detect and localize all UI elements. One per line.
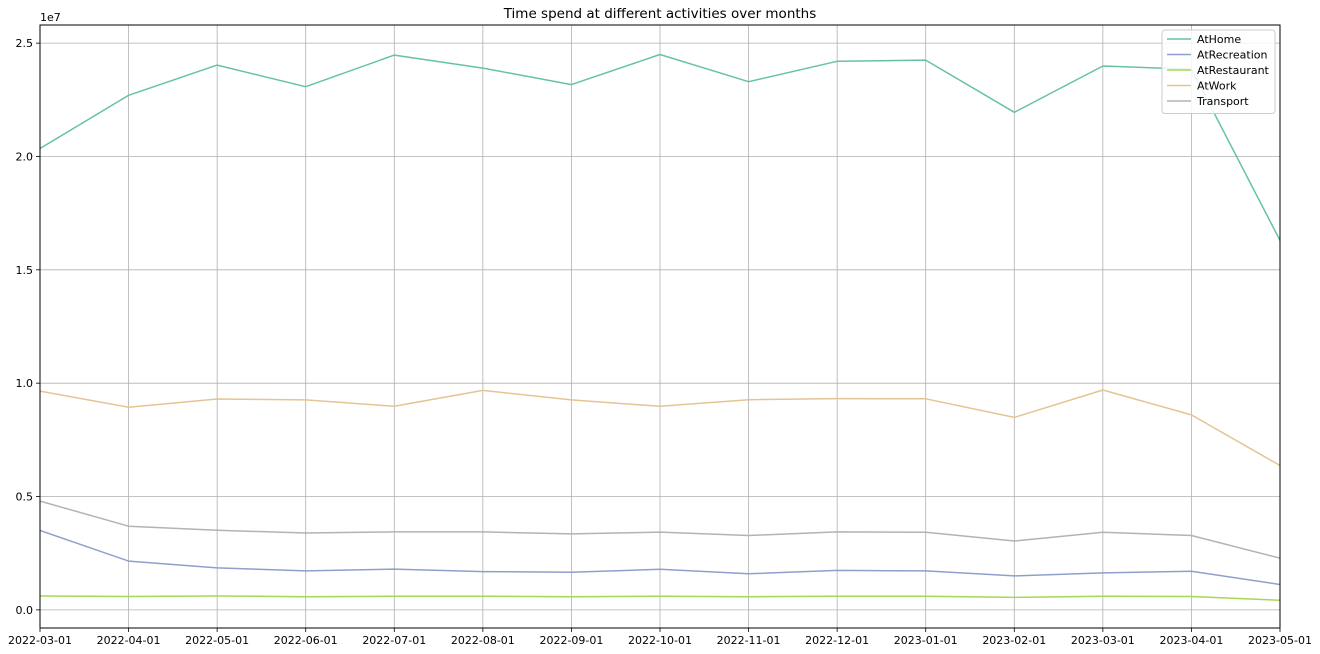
x-tick-label: 2022-06-01 (274, 634, 338, 647)
series-line-athome (40, 53, 1280, 241)
y-tick-label: 1.5 (16, 264, 34, 277)
x-tick-label: 2022-10-01 (628, 634, 692, 647)
x-tick-label: 2023-03-01 (1071, 634, 1135, 647)
x-tick-label: 2022-08-01 (451, 634, 515, 647)
series-line-atrecreation (40, 529, 1280, 586)
x-tick-label: 2022-11-01 (717, 634, 781, 647)
chart-title: Time spend at different activities over … (503, 6, 817, 22)
x-tick-label: 2022-09-01 (539, 634, 603, 647)
y-tick-label: 0.0 (16, 604, 34, 617)
legend-label-transport: Transport (1196, 95, 1249, 108)
legend-label-atrestaurant: AtRestaurant (1197, 64, 1270, 77)
legend[interactable]: AtHome AtRecreation AtRestaurant AtWork Tran… (1161, 29, 1276, 114)
y-tick-label: 2.0 (16, 150, 34, 163)
x-tick-label: 2022-07-01 (362, 634, 426, 647)
x-tick-label: 2022-03-01 (8, 634, 72, 647)
x-tick-label: 2022-05-01 (185, 634, 249, 647)
legend-box (1161, 29, 1276, 114)
x-tick-label: 2023-01-01 (894, 634, 958, 647)
legend-label-athome: AtHome (1197, 33, 1241, 46)
x-tick-label: 2023-04-01 (1159, 634, 1223, 647)
x-tick-label: 2022-04-01 (97, 634, 161, 647)
y-tick-label: 1.0 (16, 377, 34, 390)
axes: 2022-03-01 2022-04-01 2022-05-01 2022-06-01… (8, 37, 1312, 647)
series-line-atrestaurant (40, 595, 1280, 602)
x-tick-label: 2023-05-01 (1248, 634, 1312, 647)
legend-label-atrecreation: AtRecreation (1197, 49, 1267, 62)
x-tick-label: 2023-02-01 (982, 634, 1046, 647)
y-tick-label: 0.5 (16, 491, 34, 504)
series-lines (40, 53, 1280, 602)
series-line-transport (40, 500, 1280, 559)
legend-label-atwork: AtWork (1197, 80, 1237, 93)
y-axis-scale-label: 1e7 (40, 11, 61, 24)
x-tick-label: 2022-12-01 (805, 634, 869, 647)
y-tick-label: 2.5 (16, 37, 34, 50)
series-line-atwork (40, 389, 1280, 467)
